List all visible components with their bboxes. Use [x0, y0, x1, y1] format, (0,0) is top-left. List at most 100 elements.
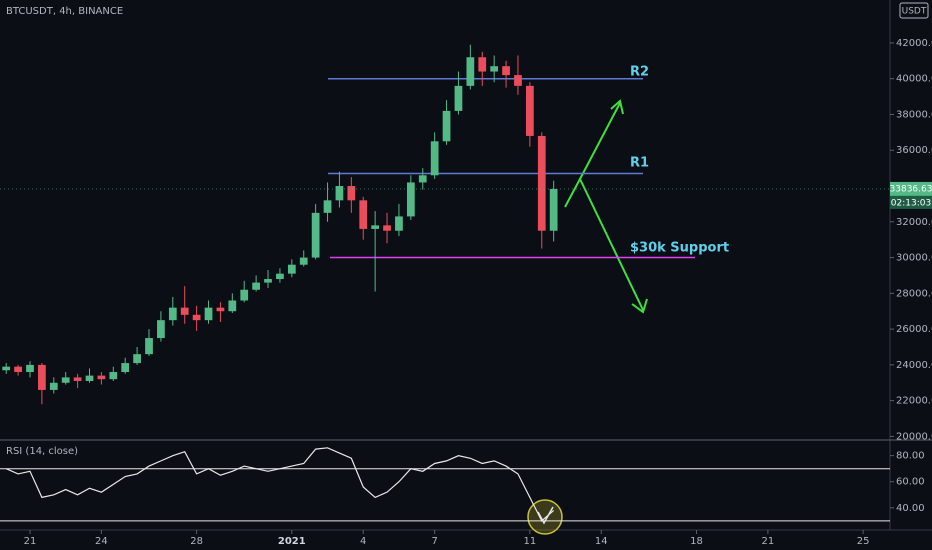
candle-body [168, 307, 177, 321]
y-tick-label: 38000.00 [896, 109, 932, 120]
candle-body [180, 307, 189, 315]
candle-body [454, 85, 463, 111]
candle [525, 82, 534, 147]
candle-body [157, 320, 165, 339]
candle [252, 275, 260, 292]
x-tick-label: 21 [762, 536, 775, 547]
y-tick-label: 24000.00 [896, 360, 932, 371]
candle [14, 364, 22, 376]
candle-body [537, 135, 546, 231]
candle-body [395, 216, 403, 231]
candle-body [121, 363, 130, 373]
candle-body [276, 273, 284, 280]
level-label: R2 [630, 65, 649, 80]
x-tick-label: 21 [24, 536, 37, 547]
countdown-tag [890, 195, 932, 209]
candle [466, 44, 475, 90]
candle [347, 177, 356, 213]
y-tick-label: 42000.00 [896, 38, 932, 49]
candle [228, 293, 237, 314]
candle-body [466, 57, 475, 86]
candle [276, 268, 284, 283]
candle-body [442, 110, 451, 142]
candle-body [49, 382, 58, 390]
candle-body [525, 85, 534, 136]
x-tick-label: 7 [431, 536, 437, 547]
candle [514, 55, 522, 95]
candle [537, 132, 546, 249]
candle-body [14, 366, 22, 373]
candle-body [38, 364, 46, 390]
currency[interactable]: USDT [902, 7, 927, 17]
candle [383, 212, 391, 244]
y-tick-label: 80.00 [896, 451, 925, 462]
rsi-highlight [527, 499, 563, 535]
level-label: R1 [630, 156, 649, 171]
x-tick-label: 14 [595, 536, 608, 547]
candle [109, 366, 118, 381]
candle [204, 300, 213, 324]
x-tick-label: 25 [857, 536, 870, 547]
candle-body [204, 307, 213, 321]
y-tick-label: 28000.00 [896, 288, 932, 299]
candle-body [240, 289, 249, 301]
candle-body [323, 200, 332, 213]
candle-body [264, 279, 272, 283]
candle-body [61, 377, 70, 383]
chart-title: BTCUSDT, 4h, BINANCE [6, 6, 123, 17]
y-tick-label: 36000.00 [896, 145, 932, 156]
candle-body [145, 338, 153, 355]
x-tick-label: 18 [690, 536, 703, 547]
candle-body [133, 354, 141, 364]
candle [502, 60, 510, 88]
arrows [564, 99, 648, 314]
candle-body [252, 282, 260, 290]
candle-body [26, 364, 34, 373]
x-tick-label: 11 [523, 536, 536, 547]
candle-body [418, 175, 427, 183]
candle [490, 55, 499, 83]
candle-body [192, 314, 201, 321]
candle-body [287, 264, 296, 274]
candle [49, 377, 58, 394]
candle-body [228, 300, 237, 312]
x-tick-label: 28 [190, 536, 203, 547]
candle [157, 311, 165, 342]
candle-body [478, 57, 487, 72]
x-tick-label: 24 [95, 536, 108, 547]
candle [335, 171, 344, 208]
y-tick-label: 22000.00 [896, 396, 932, 407]
candle [442, 100, 451, 145]
candle [454, 71, 463, 115]
candle-body [2, 366, 11, 371]
candle [2, 363, 11, 374]
countdown: 02:13:03 [891, 198, 931, 208]
candle [430, 132, 439, 179]
candle-body [97, 375, 106, 380]
y-tick-label: 20000.00 [896, 431, 932, 442]
candle-body [383, 225, 391, 231]
y-tick-label: 32000.00 [896, 217, 932, 228]
candle-body [216, 307, 225, 312]
candle [216, 302, 225, 322]
candle [121, 357, 130, 374]
candle [406, 175, 415, 220]
currency-box[interactable] [899, 2, 929, 19]
candle-body [347, 186, 356, 201]
candle [371, 211, 380, 292]
candle [287, 259, 296, 278]
candle-body [359, 200, 368, 229]
y-tick-label: 40000.00 [896, 74, 932, 85]
candle [26, 361, 34, 378]
rsi-line [5, 447, 555, 522]
candle [311, 203, 320, 260]
y-tick-label: 40.00 [896, 503, 925, 514]
y-tick-label: 60.00 [896, 477, 925, 488]
rsi-title: RSI (14, close) [6, 446, 78, 457]
candle [418, 168, 427, 190]
candle [359, 196, 368, 240]
candle-body [514, 75, 522, 86]
candle [97, 372, 106, 385]
